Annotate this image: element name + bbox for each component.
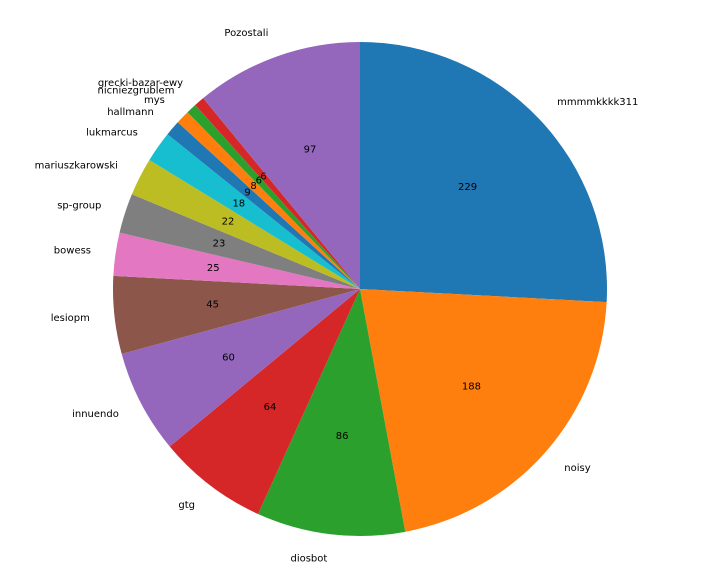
pie-slice-lukmarcus bbox=[149, 134, 360, 289]
pie-value-label: 60 bbox=[222, 352, 235, 363]
pie-slice-mariuszkarowski bbox=[131, 159, 360, 289]
pie-slice-mmmmkkkk311 bbox=[360, 42, 607, 303]
pie-category-label: grecki-bazar-ewy bbox=[98, 78, 183, 89]
pie-value-label: 18 bbox=[232, 199, 245, 210]
pie-slice-noisy bbox=[360, 289, 607, 532]
pie-category-label: nicniezgrublem bbox=[98, 86, 175, 97]
pie-slice-gtg bbox=[169, 289, 360, 514]
pie-category-label: lukmarcus bbox=[86, 128, 138, 139]
pie-slice-hallmann bbox=[167, 122, 360, 289]
pie-category-label: mmmmkkkk311 bbox=[557, 97, 638, 108]
pie-slice-innuendo bbox=[121, 289, 360, 447]
pie-value-label: 22 bbox=[222, 217, 235, 228]
pie-value-label: 229 bbox=[458, 182, 477, 193]
pie-slice-bowess bbox=[113, 232, 361, 289]
pie-slice-pozostali bbox=[203, 42, 360, 289]
pie-value-label: 6 bbox=[256, 176, 262, 187]
pie-value-label: 8 bbox=[250, 181, 256, 192]
pie-value-label: 188 bbox=[462, 382, 481, 393]
pie-category-label: sp-group bbox=[57, 201, 101, 212]
pie-category-label: Pozostali bbox=[224, 28, 268, 39]
pie-category-label: hallmann bbox=[107, 107, 154, 118]
pie-category-label: noisy bbox=[564, 463, 590, 474]
pie-category-label: diosbot bbox=[290, 554, 327, 565]
pie-value-label: 25 bbox=[207, 263, 220, 274]
pie-category-label: lesiopm bbox=[51, 313, 90, 324]
pie-value-label: 9 bbox=[244, 187, 250, 198]
pie-slice-grecki-bazar-ewy bbox=[195, 98, 360, 289]
pie-value-label: 97 bbox=[304, 144, 317, 155]
pie-slices bbox=[112, 42, 607, 536]
pie-value-label: 86 bbox=[336, 431, 349, 442]
pie-slice-diosbot bbox=[258, 289, 406, 536]
pie-value-label: 64 bbox=[264, 402, 277, 413]
pie-slice-mys bbox=[177, 112, 360, 289]
pie-category-label: gtg bbox=[178, 500, 195, 511]
pie-value-label: 45 bbox=[206, 300, 219, 311]
pie-category-labels: mmmmkkkk311 noisy diosbot gtg innuendo lesiop… bbox=[35, 28, 639, 565]
pie-value-label: 6 bbox=[260, 172, 266, 183]
pie-category-label: mys bbox=[144, 95, 165, 106]
pie-category-label: innuendo bbox=[72, 409, 119, 420]
pie-slice-lesiopm bbox=[112, 275, 360, 354]
pie-value-label: 23 bbox=[213, 239, 226, 250]
pie-category-label: mariuszkarowski bbox=[35, 161, 118, 172]
pie-slice-sp-group bbox=[119, 194, 360, 289]
pie-slice-nicniezgrublem bbox=[187, 105, 360, 289]
pie-category-label: bowess bbox=[54, 246, 91, 257]
